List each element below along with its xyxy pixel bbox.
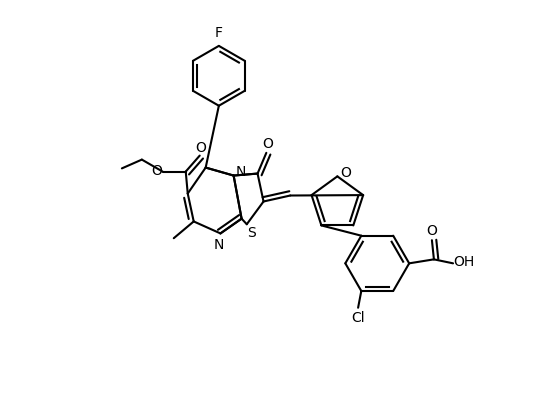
Text: O: O bbox=[195, 140, 206, 155]
Text: O: O bbox=[262, 137, 273, 151]
Text: N: N bbox=[214, 238, 224, 253]
Text: Cl: Cl bbox=[351, 311, 365, 325]
Text: O: O bbox=[151, 164, 163, 178]
Text: O: O bbox=[340, 166, 352, 180]
Text: O: O bbox=[427, 224, 437, 239]
Text: N: N bbox=[235, 164, 245, 179]
Text: OH: OH bbox=[453, 255, 475, 269]
Text: S: S bbox=[247, 226, 256, 240]
Text: F: F bbox=[215, 26, 223, 40]
